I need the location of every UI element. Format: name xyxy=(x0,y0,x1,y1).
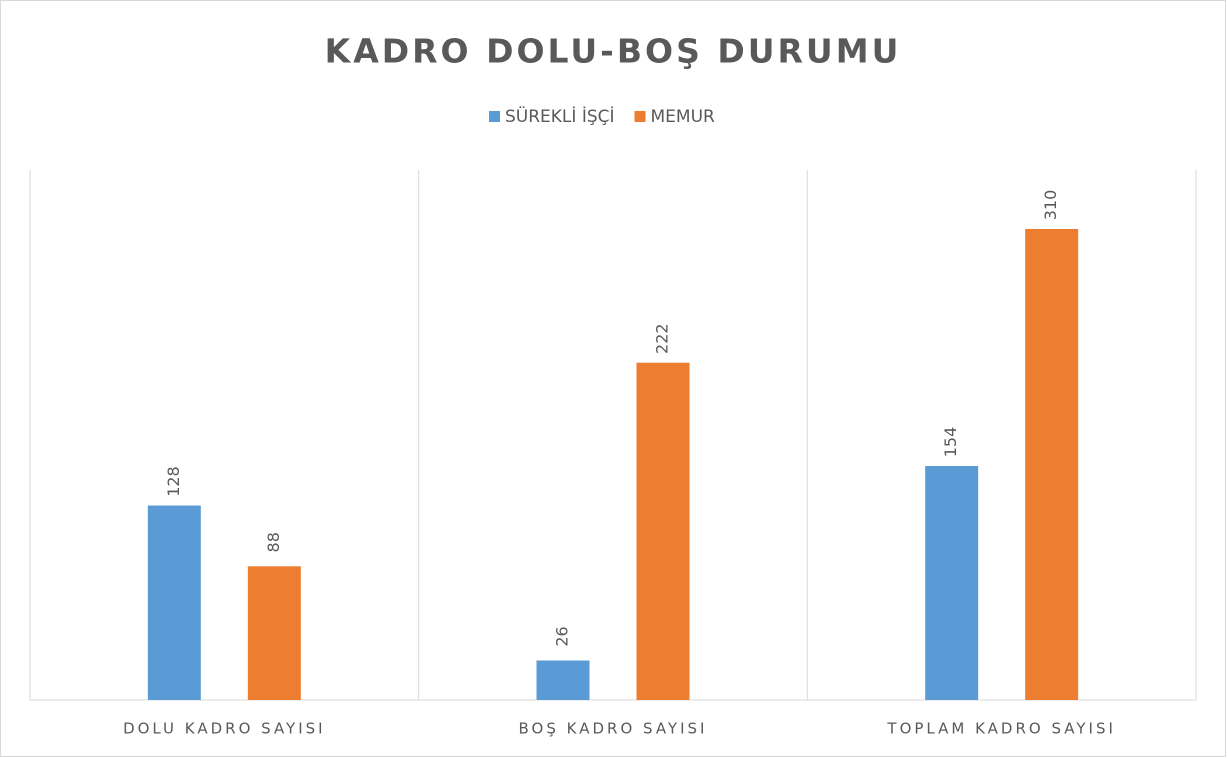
data-label: 88 xyxy=(264,532,283,552)
data-label: 310 xyxy=(1041,190,1060,221)
x-tick-label: TOPLAM KADRO SAYISI xyxy=(886,720,1116,738)
bar xyxy=(636,362,690,700)
bar xyxy=(536,660,590,700)
bar xyxy=(247,566,301,700)
legend-swatch xyxy=(489,111,500,122)
bar xyxy=(147,505,201,700)
x-tick-label: DOLU KADRO SAYISI xyxy=(123,720,326,738)
bar xyxy=(1025,229,1079,700)
bar xyxy=(925,466,979,700)
data-label: 222 xyxy=(653,323,672,354)
chart-title: KADRO DOLU-BOŞ DURUMU xyxy=(325,32,902,71)
legend-label: SÜREKLİ İŞÇİ xyxy=(505,105,615,127)
legend-swatch xyxy=(634,111,646,122)
data-label: 26 xyxy=(553,626,572,646)
legend-label: MEMUR xyxy=(651,107,716,127)
x-tick-label: BOŞ KADRO SAYISI xyxy=(519,720,708,738)
data-label: 154 xyxy=(941,427,960,458)
data-label: 128 xyxy=(164,466,183,497)
